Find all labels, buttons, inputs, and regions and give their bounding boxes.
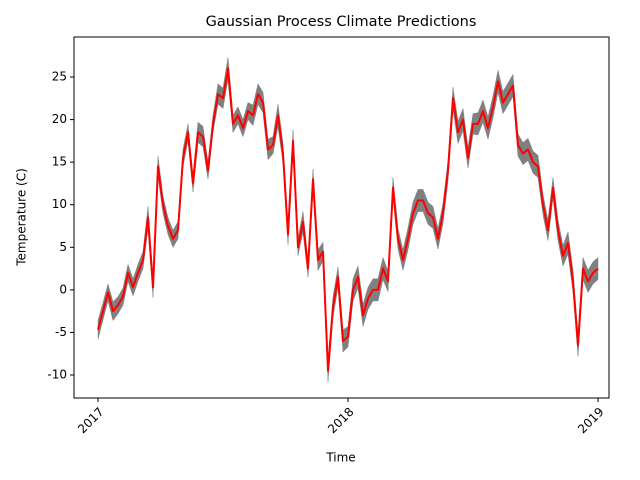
y-tick-label: 5 xyxy=(59,240,67,254)
x-tick-label: 2019 xyxy=(575,405,606,436)
x-axis-label: Time xyxy=(325,451,355,465)
y-tick-label: -10 xyxy=(47,368,67,382)
y-tick-label: 0 xyxy=(59,282,67,296)
y-tick-label: 10 xyxy=(52,197,67,211)
chart-title: Gaussian Process Climate Predictions xyxy=(206,14,477,30)
x-tick-label: 2017 xyxy=(75,405,106,436)
y-axis-label: Temperature (C) xyxy=(15,168,29,267)
x-tick-label: 2018 xyxy=(325,405,356,436)
mean-line xyxy=(97,67,599,372)
confidence-band xyxy=(97,57,599,382)
y-tick-label: -5 xyxy=(55,325,67,339)
y-tick-label: 15 xyxy=(52,155,67,169)
plot-frame xyxy=(73,36,610,399)
y-tick-label: 25 xyxy=(52,70,67,84)
y-tick-label: 20 xyxy=(52,112,67,126)
